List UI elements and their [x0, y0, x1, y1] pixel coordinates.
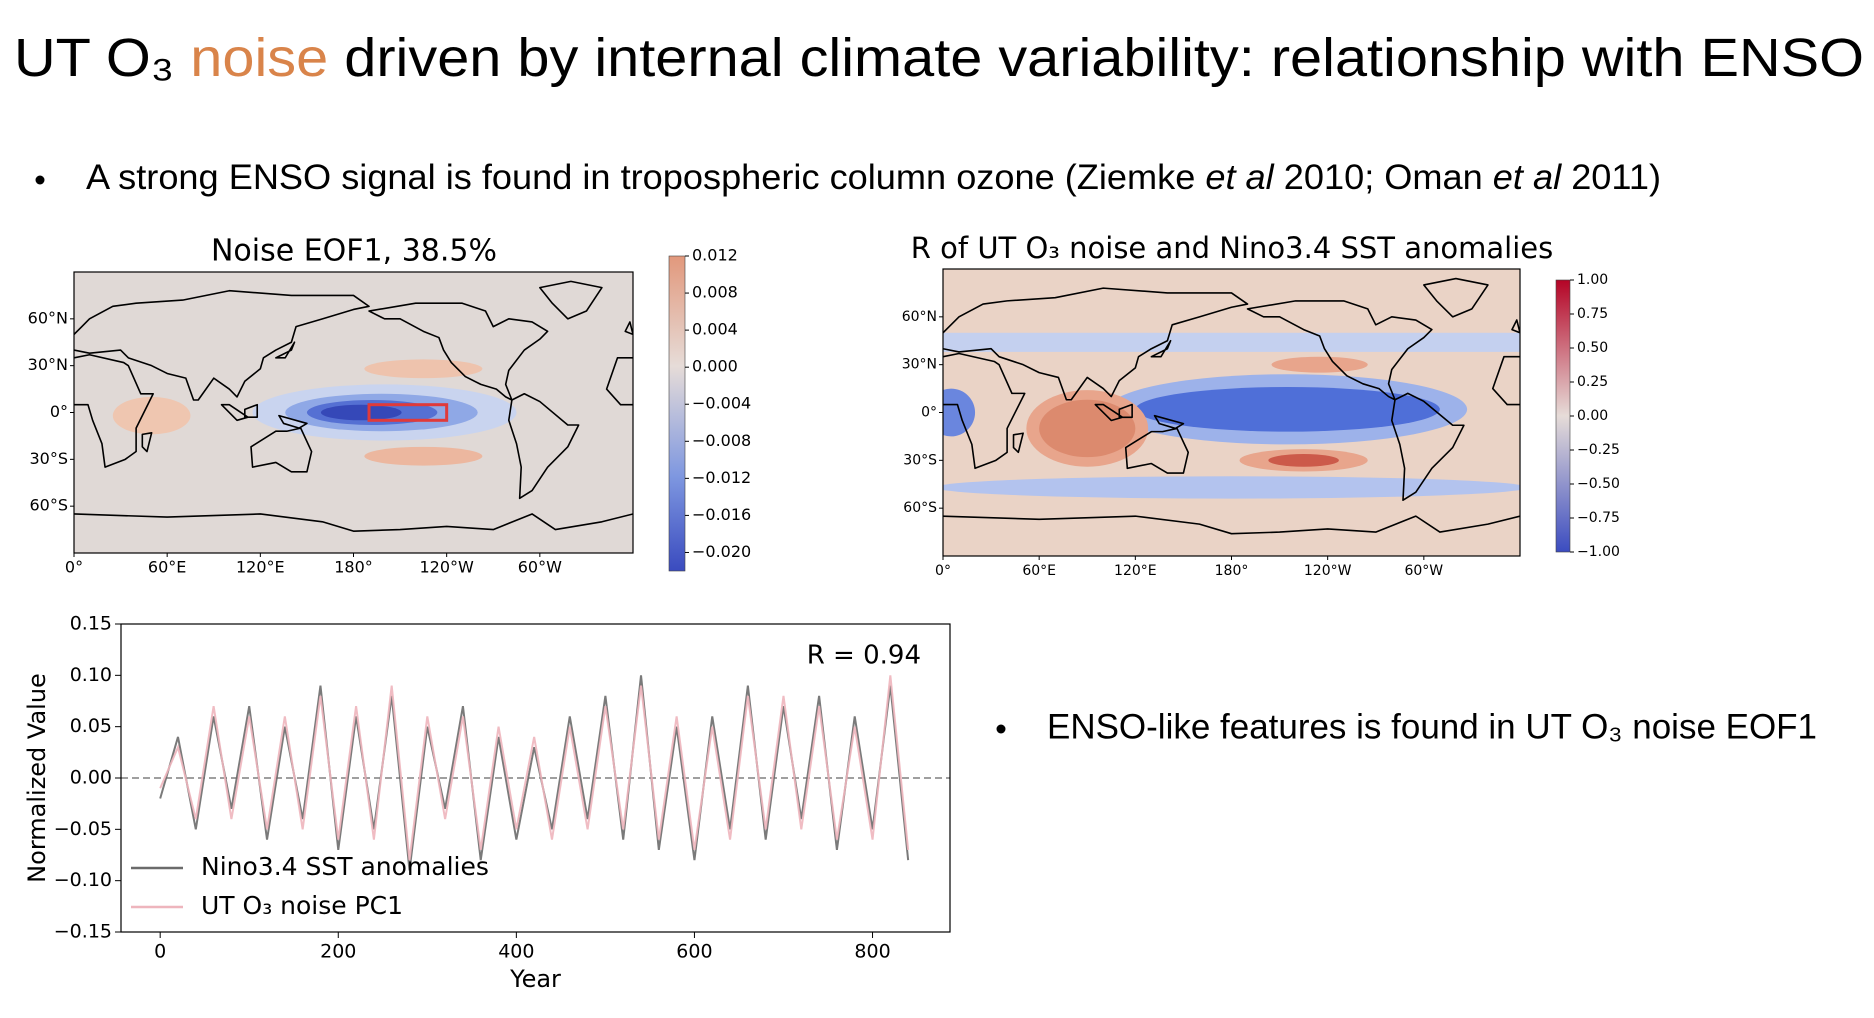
colorbar-tick-label: 0.008 [692, 283, 738, 302]
y-tick-label: 0.15 [70, 613, 112, 635]
bullet-text: ENSO-like features is found in UT O₃ noi… [1047, 707, 1817, 746]
y-tick-label: 0.05 [70, 715, 112, 737]
title-part: driven by internal climate variability: … [344, 28, 1864, 88]
x-tick-label: 200 [320, 941, 356, 963]
colorbar-tick-label: −0.012 [692, 468, 751, 487]
plot-frame [120, 623, 951, 933]
map: R of UT O₃ noise and Nino3.4 SST anomali… [902, 231, 1620, 579]
y-tick-label: −0.15 [54, 921, 112, 943]
y-tick-label: −0.05 [54, 818, 112, 840]
colorbar-tick-label: 1.00 [1577, 272, 1608, 288]
colorbar-tick-label: −0.004 [692, 394, 751, 413]
map-title: R of UT O₃ noise and Nino3.4 SST anomali… [911, 231, 1553, 265]
series-line [159, 675, 910, 871]
x-tick-label: 60°E [1022, 563, 1056, 579]
bullet-dot [35, 175, 45, 185]
colorbar-tick-label: −0.75 [1577, 510, 1620, 526]
colorbar-tick-label: −1.00 [1577, 544, 1620, 560]
y-tick-label: 60°N [902, 309, 937, 325]
y-tick-label: 0° [50, 402, 68, 421]
colorbar-tick-label: −0.25 [1577, 442, 1620, 458]
x-tick-label: 120°W [419, 558, 474, 577]
title-part: UT O₃ [14, 28, 174, 88]
y-tick-label: 30°N [902, 357, 937, 373]
bullet-part: et al [1205, 158, 1275, 197]
colorbar [668, 255, 686, 572]
colorbar-tick-label: −0.020 [692, 542, 751, 561]
legend-label: UT O₃ noise PC1 [201, 891, 403, 920]
slide-title: UT O₃ noise driven by internal climate v… [14, 28, 1864, 88]
x-tick-label: 600 [676, 941, 712, 963]
colorbar [1555, 279, 1571, 553]
colorbar-tick-label: −0.016 [692, 505, 751, 524]
colorbar-tick-label: 0.000 [692, 357, 738, 376]
x-tick-label: 60°E [148, 558, 186, 577]
x-tick-label: 0 [154, 941, 166, 963]
y-tick-label: −0.10 [54, 869, 112, 891]
map-field [74, 272, 633, 553]
x-tick-label: 60°W [518, 558, 562, 577]
colorbar-tick-label: −0.008 [692, 431, 751, 450]
bullet-part: A strong ENSO signal is found in troposp… [86, 158, 1195, 197]
colorbar-tick-label: 0.25 [1577, 374, 1608, 390]
bullet-dot [996, 724, 1006, 734]
legend-label: Nino3.4 SST anomalies [201, 852, 489, 881]
annotation: R = 0.94 [807, 641, 921, 671]
line-chart: 0.15 0.10 0.05 0.00 −0.05 −0.10 −0.15 0 200 400 60… [23, 613, 951, 993]
x-tick-label: 400 [498, 941, 534, 963]
title-highlight: noise [190, 28, 328, 88]
x-tick-label: 120°E [1114, 563, 1157, 579]
colorbar-tick-label: 0.004 [692, 320, 738, 339]
y-tick-label: 0° [921, 405, 937, 421]
y-tick-label: 0.00 [70, 767, 112, 789]
y-tick-label: 30°S [29, 449, 68, 468]
colorbar-tick-label: 0.00 [1577, 408, 1608, 424]
map-title: Noise EOF1, 38.5% [211, 234, 497, 269]
x-tick-label: 0° [65, 558, 83, 577]
y-tick-label: 60°S [29, 496, 68, 515]
x-tick-label: 120°E [236, 558, 285, 577]
x-tick-label: 60°W [1404, 563, 1443, 579]
bullet-part: 2010; Oman [1284, 158, 1483, 197]
bullet-part: et al [1493, 158, 1563, 197]
y-tick-label: 30°S [903, 452, 937, 468]
x-tick-label: 120°W [1304, 563, 1352, 579]
colorbar-tick-label: 0.75 [1577, 306, 1608, 322]
series-line [159, 675, 910, 861]
y-tick-label: 30°N [28, 355, 68, 374]
y-tick-label: 60°N [28, 308, 68, 327]
x-axis-label: Year [509, 965, 561, 993]
x-tick-label: 0° [935, 563, 951, 579]
y-tick-label: 0.10 [70, 664, 112, 686]
x-tick-label: 180° [1215, 563, 1249, 579]
colorbar-tick-label: −0.50 [1577, 476, 1620, 492]
colorbar-tick-label: 0.012 [692, 246, 738, 265]
y-tick-label: 60°S [903, 500, 937, 516]
y-axis-label: Normalized Value [23, 673, 51, 883]
region-box [367, 403, 449, 422]
x-tick-label: 800 [854, 941, 890, 963]
bullet-part: 2011) [1571, 158, 1661, 197]
colorbar-tick-label: 0.50 [1577, 340, 1608, 356]
map-field [943, 269, 1520, 556]
map: Noise EOF1, 38.5% 0° 60°E 120°E 180° 120°W 60°… [28, 234, 752, 577]
bullet-text: A strong ENSO signal is found in troposp… [86, 158, 1661, 197]
x-tick-label: 180° [334, 558, 373, 577]
